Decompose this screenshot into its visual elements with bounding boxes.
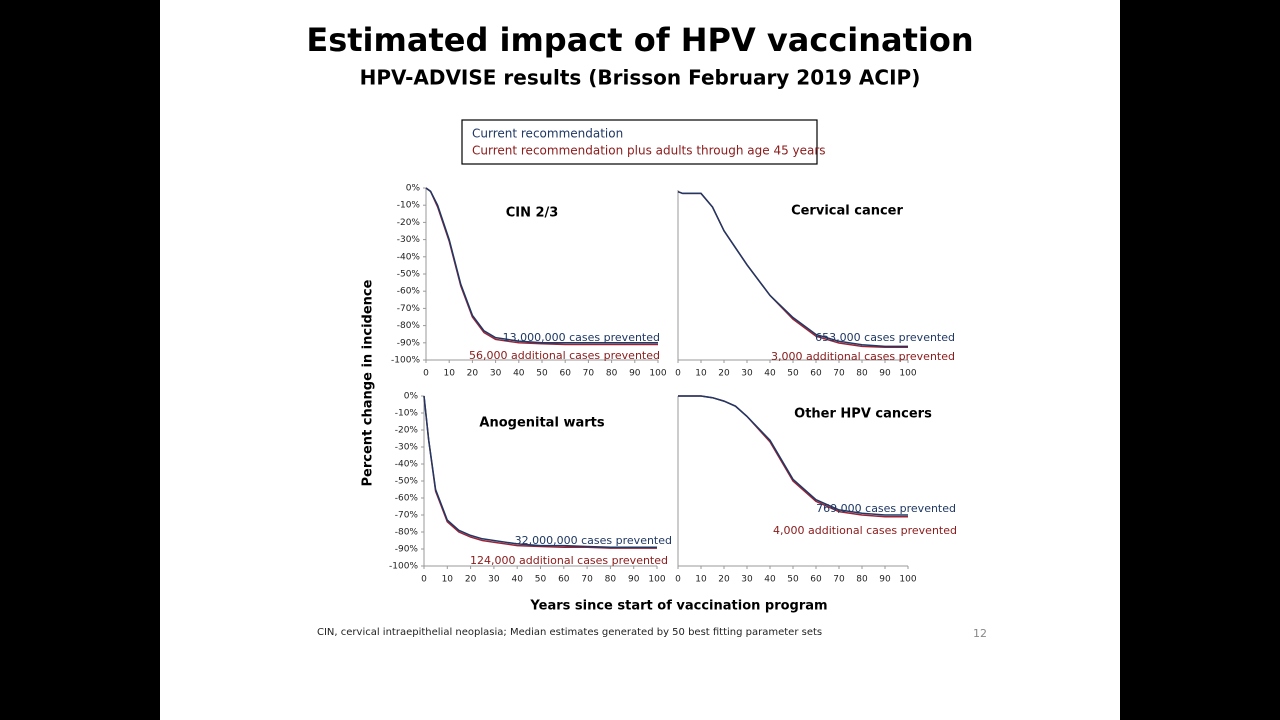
x-tick-label: 90 — [879, 575, 891, 585]
y-tick-label: -10% — [395, 409, 419, 419]
slide-title: Estimated impact of HPV vaccination — [306, 21, 973, 59]
y-tick-label: -20% — [395, 426, 419, 436]
y-tick-label: -80% — [397, 321, 421, 331]
series-line — [677, 190, 908, 348]
x-tick-label: 50 — [787, 369, 799, 379]
x-tick-label: 50 — [787, 575, 799, 585]
legend-entry: Current recommendation — [472, 127, 623, 141]
x-tick-label: 60 — [810, 369, 822, 379]
annotation: 769,000 cases prevented — [816, 502, 956, 515]
series-line — [423, 395, 657, 549]
y-tick-label: -30% — [397, 235, 421, 245]
y-tick-label: -30% — [395, 443, 419, 453]
x-tick-label: 0 — [675, 575, 681, 585]
y-tick-label: -50% — [397, 270, 421, 280]
x-tick-label: 20 — [718, 575, 730, 585]
legend-entry: Current recommendation plus adults throu… — [472, 144, 826, 158]
x-tick-label: 10 — [695, 575, 707, 585]
y-tick-label: -100% — [389, 562, 418, 572]
panel-title: Other HPV cancers — [794, 407, 932, 422]
x-tick-label: 100 — [648, 575, 665, 585]
x-tick-label: 50 — [535, 575, 547, 585]
series-line — [678, 395, 908, 516]
y-tick-label: -100% — [391, 356, 420, 366]
panel-title: Anogenital warts — [479, 416, 604, 431]
annotation: 653,000 cases prevented — [815, 331, 955, 344]
y-tick-label: -80% — [395, 528, 419, 538]
y-tick-label: -40% — [395, 460, 419, 470]
x-tick-label: 0 — [421, 575, 427, 585]
annotation: 32,000,000 cases prevented — [515, 534, 672, 547]
y-tick-label: -90% — [395, 545, 419, 555]
annotation: 13,000,000 cases prevented — [503, 331, 660, 344]
x-tick-label: 80 — [856, 369, 868, 379]
x-tick-label: 10 — [442, 575, 454, 585]
x-tick-label: 20 — [465, 575, 477, 585]
y-tick-label: -50% — [395, 477, 419, 487]
x-tick-label: 0 — [423, 369, 429, 379]
series-line — [425, 187, 658, 344]
y-tick-label: -40% — [397, 252, 421, 262]
y-tick-label: 0% — [406, 184, 421, 194]
y-tick-label: -70% — [397, 304, 421, 314]
x-tick-label: 40 — [764, 575, 776, 585]
x-tick-label: 100 — [899, 575, 916, 585]
x-tick-label: 80 — [856, 575, 868, 585]
x-tick-label: 60 — [558, 575, 570, 585]
y-axis-label: Percent change in incidence — [361, 279, 376, 486]
x-tick-label: 90 — [628, 575, 640, 585]
x-tick-label: 40 — [764, 369, 776, 379]
x-tick-label: 10 — [443, 369, 455, 379]
x-tick-label: 50 — [536, 369, 548, 379]
x-tick-label: 100 — [899, 369, 916, 379]
x-axis-label: Years since start of vaccination program — [529, 599, 827, 614]
footnote: CIN, cervical intraepithelial neoplasia;… — [317, 627, 822, 638]
x-tick-label: 30 — [488, 575, 500, 585]
legend-box — [461, 119, 818, 165]
x-tick-label: 70 — [833, 575, 845, 585]
y-tick-label: -60% — [397, 287, 421, 297]
annotation: 124,000 additional cases prevented — [470, 554, 668, 567]
x-tick-label: 90 — [879, 369, 891, 379]
x-tick-label: 40 — [511, 575, 523, 585]
x-tick-label: 90 — [629, 369, 641, 379]
slide-subtitle: HPV-ADVISE results (Brisson February 201… — [360, 66, 921, 90]
y-tick-label: -70% — [395, 511, 419, 521]
x-tick-label: 20 — [718, 369, 730, 379]
y-tick-label: -60% — [395, 494, 419, 504]
x-tick-label: 80 — [605, 575, 617, 585]
x-tick-label: 30 — [741, 369, 753, 379]
x-tick-label: 80 — [606, 369, 618, 379]
x-tick-label: 70 — [833, 369, 845, 379]
annotation: 56,000 additional cases prevented — [469, 349, 660, 362]
y-tick-label: -20% — [397, 218, 421, 228]
y-tick-label: -10% — [397, 201, 421, 211]
panel-title: CIN 2/3 — [506, 206, 559, 221]
x-tick-label: 100 — [649, 369, 666, 379]
x-tick-label: 30 — [490, 369, 502, 379]
x-tick-label: 20 — [467, 369, 479, 379]
page-number: 12 — [973, 627, 987, 640]
x-tick-label: 30 — [741, 575, 753, 585]
annotation: 4,000 additional cases prevented — [773, 524, 957, 537]
y-tick-label: 0% — [404, 392, 419, 402]
x-tick-label: 0 — [675, 369, 681, 379]
x-tick-label: 70 — [581, 575, 593, 585]
x-tick-label: 60 — [810, 575, 822, 585]
panel-title: Cervical cancer — [791, 204, 903, 219]
x-tick-label: 70 — [583, 369, 595, 379]
x-tick-label: 10 — [695, 369, 707, 379]
x-tick-label: 40 — [513, 369, 525, 379]
annotation: 3,000 additional cases prevented — [771, 350, 955, 363]
x-tick-label: 60 — [559, 369, 571, 379]
y-tick-label: -90% — [397, 338, 421, 348]
